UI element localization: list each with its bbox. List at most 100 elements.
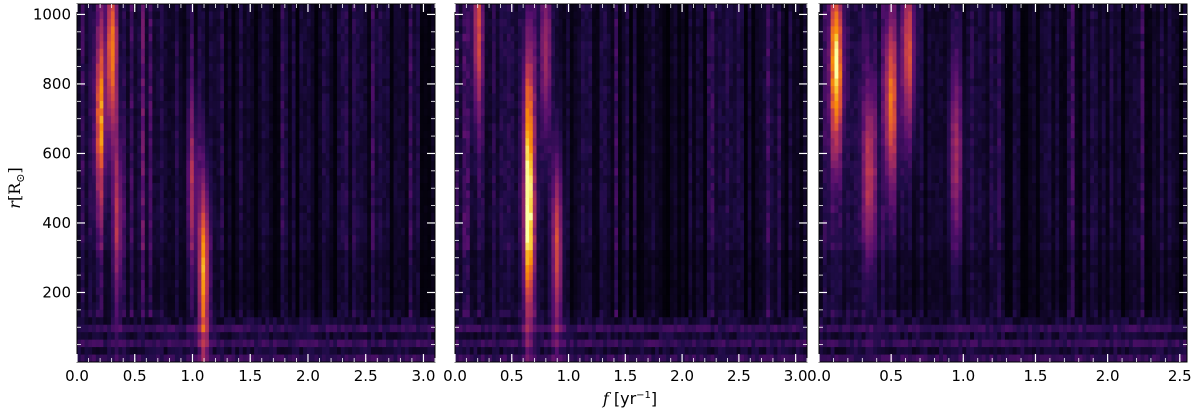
heatmap-cell	[355, 339, 361, 348]
heatmap-cell	[163, 294, 169, 303]
heatmap-cell	[404, 130, 410, 139]
heatmap-cell	[133, 220, 138, 229]
heatmap-cell	[193, 205, 199, 214]
heatmap-cell	[99, 86, 104, 95]
heatmap-cell	[374, 190, 380, 199]
heatmap-cell	[163, 18, 169, 27]
heatmap-cell	[156, 138, 161, 147]
heatmap-cell	[133, 115, 138, 124]
heatmap-cell	[466, 93, 471, 102]
heatmap-cell	[178, 130, 184, 139]
heatmap-cell	[280, 26, 285, 35]
heatmap-cell	[401, 279, 406, 289]
heatmap-cell	[118, 26, 123, 35]
heatmap-cell	[201, 354, 206, 362]
heatmap-cell	[303, 324, 308, 333]
heatmap-cell	[152, 78, 157, 87]
heatmap-cell	[363, 108, 368, 117]
heatmap-cell	[269, 279, 274, 289]
heatmap-cell	[462, 63, 467, 72]
heatmap-cell	[174, 242, 180, 251]
heatmap-cell	[363, 168, 368, 177]
heatmap-cell	[306, 183, 312, 192]
heatmap-cell	[325, 108, 331, 117]
heatmap-cell	[272, 212, 278, 221]
heatmap-cell	[103, 48, 108, 57]
heatmap-cell	[242, 205, 248, 214]
heatmap-cell	[389, 4, 395, 13]
heatmap-cell	[469, 205, 475, 214]
heatmap-cell	[389, 235, 395, 244]
heatmap-cell	[397, 33, 402, 42]
heatmap-cell	[220, 250, 225, 259]
heatmap-cell	[167, 242, 172, 251]
heatmap-cell	[201, 138, 206, 147]
heatmap-cell	[216, 11, 221, 20]
heatmap-cell	[401, 339, 406, 348]
heatmap-cell	[163, 93, 169, 102]
heatmap-cell	[469, 339, 475, 348]
heatmap-cell	[122, 108, 127, 117]
heatmap-cell	[144, 332, 150, 341]
heatmap-cell	[348, 317, 353, 326]
heatmap-cell	[171, 205, 176, 214]
heatmap-cell	[250, 287, 255, 296]
heatmap-cell	[355, 168, 361, 177]
heatmap-cell	[265, 257, 270, 266]
heatmap-cell	[337, 145, 342, 154]
heatmap-cell	[88, 18, 93, 27]
heatmap-cell	[193, 183, 199, 192]
heatmap-cell	[77, 11, 82, 20]
heatmap-cell	[122, 48, 127, 57]
heatmap-cell	[205, 63, 210, 72]
heatmap-cell	[152, 93, 157, 102]
heatmap-cell	[205, 257, 210, 266]
heatmap-cell	[201, 279, 206, 289]
heatmap-cell	[242, 354, 248, 362]
heatmap-cell	[174, 175, 180, 184]
heatmap-cell	[103, 294, 108, 303]
heatmap-cell	[272, 227, 278, 236]
heatmap-cell	[412, 279, 417, 289]
heatmap-cell	[114, 78, 120, 87]
heatmap-cell	[148, 294, 153, 303]
heatmap-cell	[227, 265, 233, 274]
heatmap-cell	[348, 168, 353, 177]
heatmap-cell	[167, 190, 172, 199]
heatmap-cell	[348, 190, 353, 199]
heatmap-cell	[190, 324, 195, 333]
heatmap-cell	[137, 354, 142, 362]
heatmap-cell	[469, 71, 475, 80]
heatmap-cell	[462, 212, 467, 221]
heatmap-cell	[84, 332, 89, 341]
heatmap-cell	[171, 309, 176, 318]
heatmap-cell	[148, 56, 153, 65]
heatmap-cell	[431, 26, 435, 35]
heatmap-cell	[389, 86, 395, 95]
heatmap-cell	[80, 347, 86, 356]
heatmap-cell	[333, 354, 338, 362]
heatmap-cell	[167, 63, 172, 72]
heatmap-cell	[212, 197, 218, 206]
heatmap-cell	[201, 100, 206, 110]
heatmap-cell	[416, 138, 421, 147]
heatmap-cell	[152, 123, 157, 132]
heatmap-cell	[393, 197, 398, 206]
heatmap-cell	[386, 100, 391, 110]
heatmap-cell	[152, 26, 157, 35]
heatmap-cell	[220, 160, 225, 169]
heatmap-cell	[458, 108, 464, 117]
heatmap-cell	[382, 332, 387, 341]
heatmap-cell	[178, 183, 184, 192]
heatmap-cell	[110, 115, 116, 124]
heatmap-cell	[374, 302, 380, 311]
heatmap-cell	[458, 309, 464, 318]
heatmap-cell	[284, 168, 289, 177]
heatmap-cell	[107, 235, 112, 244]
heatmap-cell	[129, 190, 135, 199]
heatmap-cell	[92, 168, 97, 177]
heatmap-cell	[318, 257, 323, 266]
heatmap-cell	[404, 242, 410, 251]
heatmap-cell	[393, 145, 398, 154]
heatmap-cell	[276, 78, 282, 87]
